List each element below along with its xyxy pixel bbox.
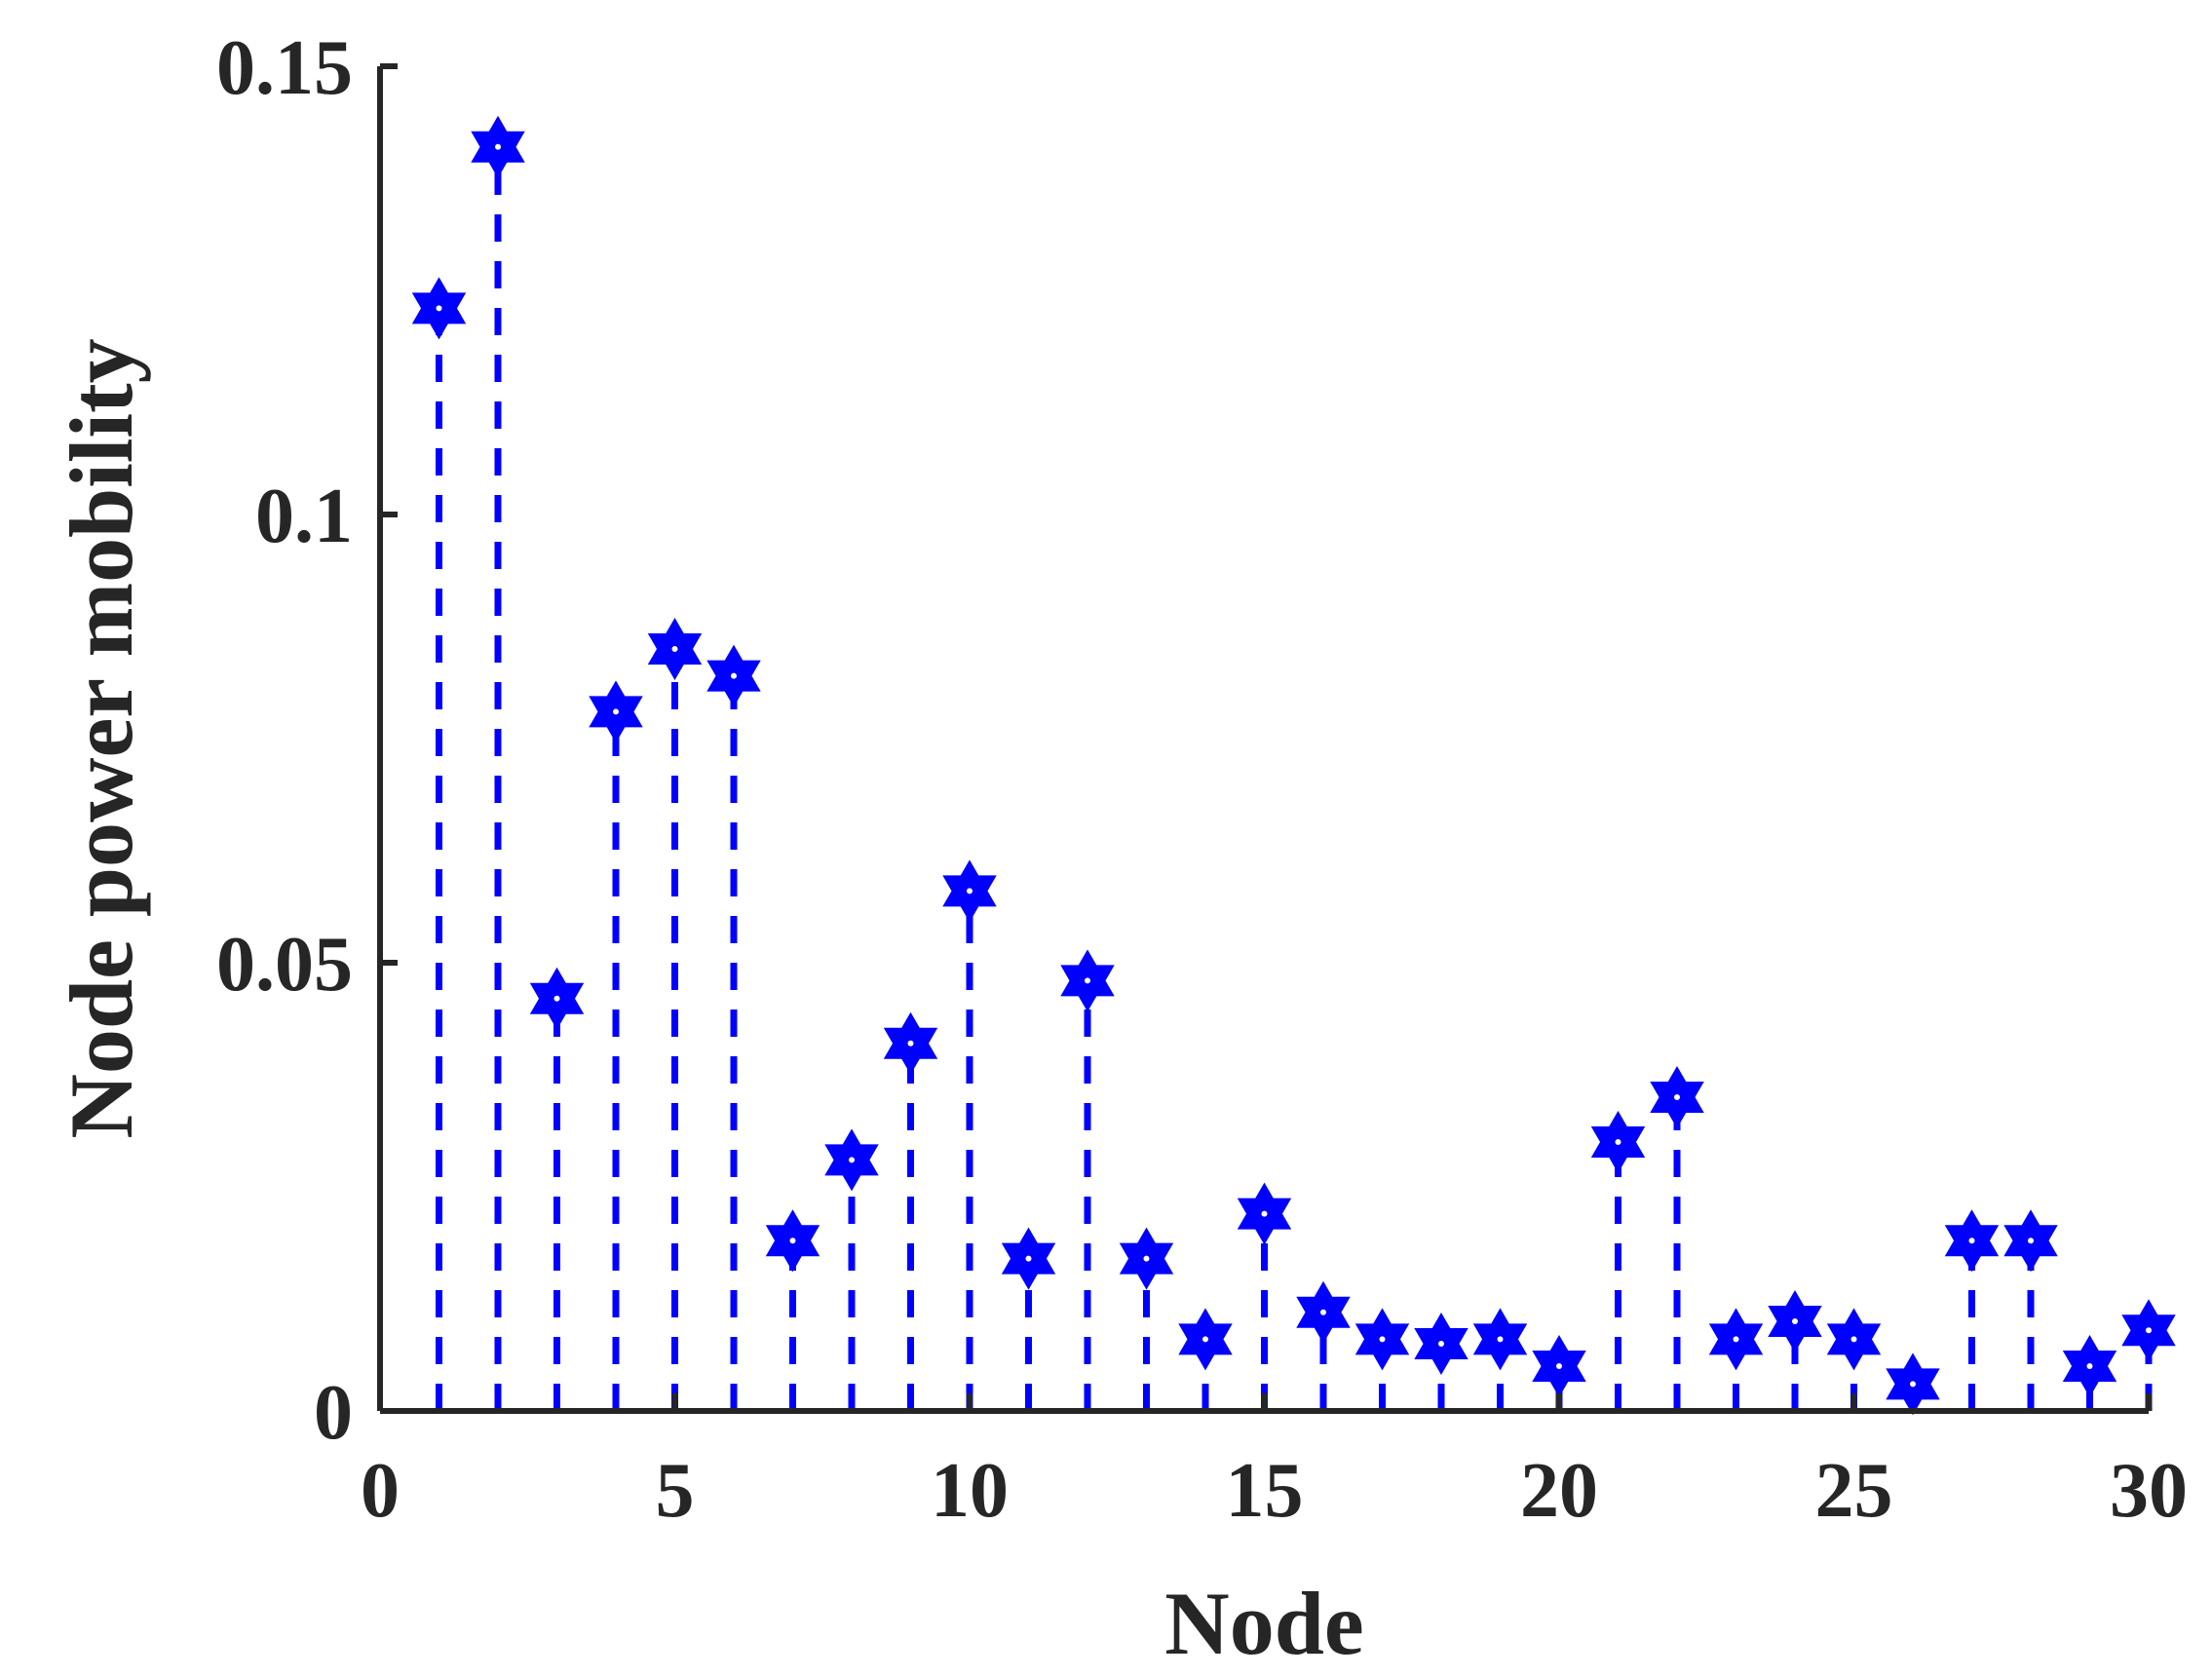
marker-center — [1733, 1336, 1739, 1343]
data-point — [1886, 1352, 1940, 1416]
data-point — [1414, 1312, 1468, 1376]
marker-center — [436, 305, 442, 312]
data-point — [1532, 1334, 1586, 1398]
data-point — [1768, 1289, 1822, 1353]
y-tick-label: 0 — [314, 1370, 353, 1456]
marker-center — [613, 708, 619, 715]
data-point — [2121, 1299, 2176, 1362]
marker-center — [1556, 1363, 1562, 1369]
data-point — [1060, 949, 1115, 1012]
data-point — [1178, 1308, 1233, 1371]
marker-center — [849, 1157, 855, 1163]
data-markers — [411, 115, 2176, 1416]
data-point — [1472, 1308, 1528, 1371]
data-point — [1354, 1308, 1410, 1371]
marker-center — [789, 1238, 796, 1244]
marker-center — [1438, 1341, 1444, 1347]
y-axis-title: Node power mobility — [52, 338, 151, 1138]
marker-center — [1968, 1238, 1975, 1244]
y-tick-label: 0.15 — [216, 25, 353, 111]
marker-center — [671, 646, 678, 652]
data-point — [1650, 1065, 1704, 1129]
marker-center — [1025, 1255, 1032, 1262]
x-tick-label: 0 — [361, 1448, 400, 1534]
data-point — [824, 1128, 879, 1192]
x-tick-label: 15 — [1226, 1448, 1304, 1534]
marker-center — [1497, 1336, 1504, 1343]
x-ticks: 0 5 10 15 20 25 30 — [361, 1393, 2188, 1534]
marker-center — [1850, 1336, 1857, 1343]
data-point — [471, 115, 525, 178]
data-point — [1001, 1227, 1056, 1290]
data-point — [1708, 1308, 1764, 1371]
marker-center — [731, 672, 737, 679]
data-point — [2062, 1334, 2117, 1398]
x-tick-label: 5 — [656, 1448, 695, 1534]
data-point — [1944, 1209, 2000, 1273]
data-point — [765, 1209, 820, 1273]
marker-center — [1202, 1336, 1208, 1343]
marker-center — [1261, 1210, 1268, 1217]
data-point — [1590, 1110, 1646, 1174]
marker-center — [1085, 977, 1090, 984]
marker-center — [1792, 1318, 1798, 1324]
x-tick-label: 30 — [2110, 1448, 2188, 1534]
data-point — [1237, 1182, 1292, 1245]
marker-center — [1143, 1255, 1150, 1262]
data-point — [2003, 1209, 2058, 1273]
x-tick-label: 20 — [1520, 1448, 1598, 1534]
data-point — [706, 644, 761, 707]
marker-center — [2028, 1238, 2034, 1244]
marker-center — [2086, 1363, 2093, 1369]
x-tick-label: 25 — [1815, 1448, 1893, 1534]
marker-center — [907, 1040, 914, 1047]
data-point — [1296, 1280, 1351, 1344]
marker-center — [1615, 1139, 1621, 1145]
data-point — [1119, 1227, 1174, 1290]
marker-center — [1379, 1336, 1386, 1343]
marker-center — [1910, 1381, 1916, 1388]
data-point — [411, 277, 467, 340]
x-axis-title: Node — [1164, 1574, 1363, 1673]
data-point — [529, 967, 585, 1030]
y-tick-label: 0.05 — [216, 922, 353, 1008]
marker-center — [553, 995, 560, 1002]
data-point — [647, 617, 703, 681]
marker-center — [1320, 1309, 1326, 1315]
marker-center — [967, 888, 973, 895]
marker-center — [1674, 1094, 1680, 1100]
data-point — [589, 680, 643, 743]
data-point — [1826, 1308, 1882, 1371]
data-point — [942, 859, 997, 923]
x-tick-label: 10 — [931, 1448, 1009, 1534]
y-ticks: 0 0.05 0.1 0.15 — [216, 25, 398, 1456]
y-tick-label: 0.1 — [255, 474, 353, 559]
marker-center — [2146, 1327, 2152, 1334]
marker-center — [495, 143, 501, 150]
data-point — [883, 1011, 938, 1075]
stem-lines — [436, 146, 2153, 1411]
